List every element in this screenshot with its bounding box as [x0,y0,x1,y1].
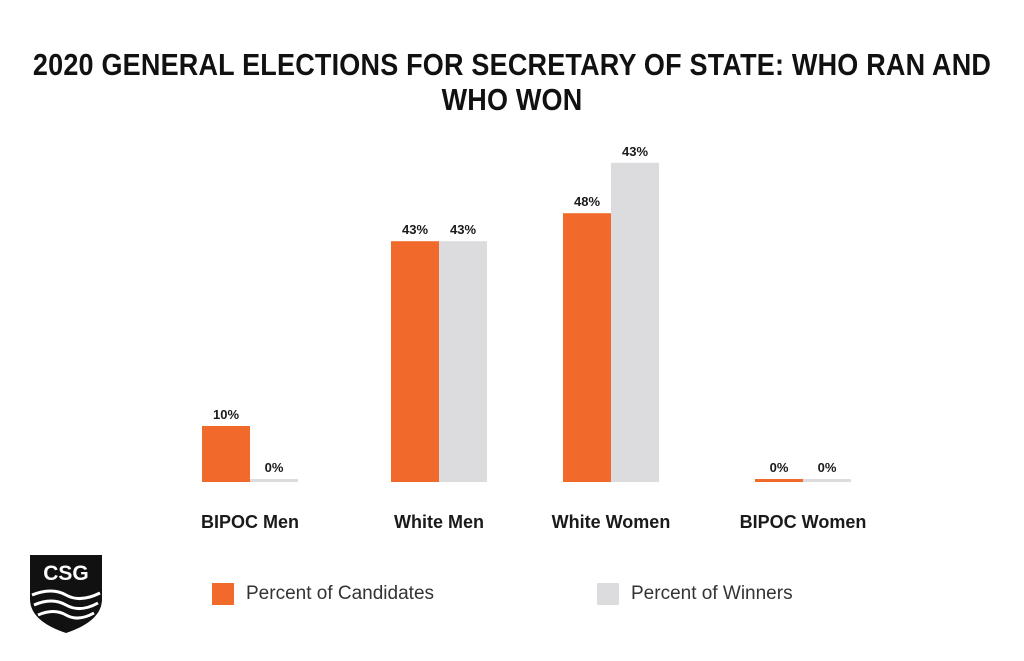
value-label-bipoc-women-candidates: 0% [770,460,789,475]
logo-text: CSG [43,562,89,585]
chart-title: 2020 GENERAL ELECTIONS FOR SECRETARY OF … [32,48,992,117]
bar-white-men-candidates [391,241,439,482]
value-label-white-men-candidates: 43% [402,222,428,237]
bar-bipoc-men-candidates [202,426,250,482]
legend-label-candidates: Percent of Candidates [246,583,435,604]
value-label-white-women-candidates: 48% [574,194,600,209]
category-label-bipoc-women: BIPOC Women [740,512,867,532]
value-label-bipoc-men-candidates: 10% [213,407,239,422]
bar-bipoc-women-candidates [755,479,803,482]
category-labels-group: BIPOC Men White Men White Women BIPOC Women [201,512,866,532]
category-label-white-women: White Women [552,512,671,532]
value-labels-group: 10% 0% 43% 43% 48% 43% 0% 0% [213,144,837,475]
bar-white-women-candidates [563,213,611,482]
legend-item-candidates: Percent of Candidates [212,583,434,605]
legend-label-winners: Percent of Winners [631,583,793,604]
bars-group [202,162,851,483]
csg-logo: CSG [30,555,102,633]
bar-white-men-winners [439,241,487,482]
bar-bipoc-men-winners [250,479,298,482]
bar-white-women-winners [611,162,659,483]
value-label-bipoc-women-winners: 0% [818,460,837,475]
legend-swatch-winners [597,583,619,605]
category-label-bipoc-men: BIPOC Men [201,512,299,532]
bar-bipoc-women-winners [803,479,851,482]
legend-swatch-candidates [212,583,234,605]
category-label-white-men: White Men [394,512,484,532]
value-label-white-men-winners: 43% [450,222,476,237]
legend-item-winners: Percent of Winners [597,583,793,605]
value-label-bipoc-men-winners: 0% [265,460,284,475]
value-label-white-women-winners: 43% [622,144,648,159]
